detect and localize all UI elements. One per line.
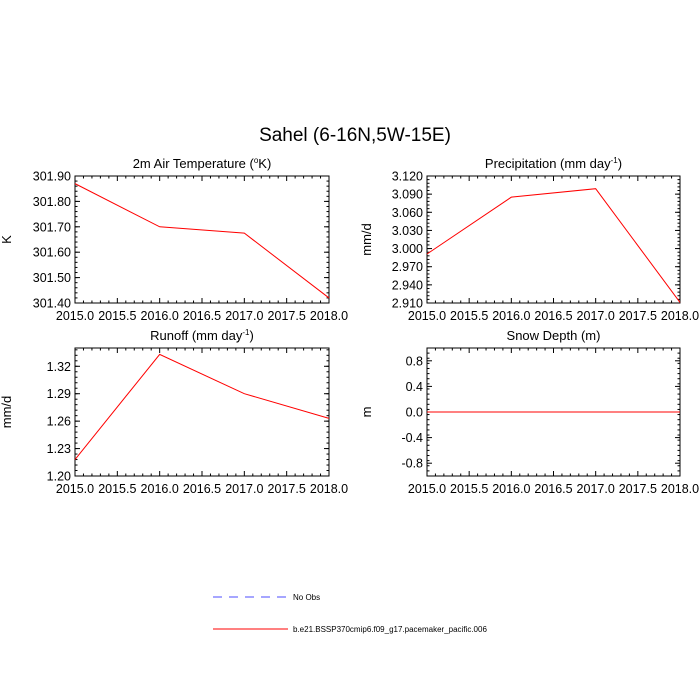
y-tick-label: 301.50 [33, 271, 71, 285]
panel-1: 2015.0 2015.5 2016.0 2016.5 2017.0 2017.5 2018… [0, 156, 348, 323]
x-tick-label: 2016.0 [141, 309, 179, 323]
y-tick-label: 301.60 [33, 246, 71, 260]
y-tick-label: 301.80 [33, 195, 71, 209]
x-tick-label: 2016.0 [492, 309, 530, 323]
panel-title: Precipitation (mm day-1) [485, 156, 622, 171]
y-tick-label: 301.90 [33, 170, 71, 184]
x-tick-label: 2017.5 [268, 309, 306, 323]
y-axis-label: mm/d [359, 223, 374, 256]
y-tick-label: 0.0 [406, 406, 423, 420]
x-tick-label: 2016.5 [183, 309, 221, 323]
plot-frame [426, 175, 681, 304]
panel-title: 2m Air Temperature (oK) [133, 156, 272, 171]
x-tick-label: 2016.5 [534, 482, 572, 496]
y-tick-label: 2.910 [392, 297, 423, 311]
y-tick-label: 1.26 [47, 415, 71, 429]
y-tick-label: 1.32 [47, 360, 71, 374]
x-tick-label: 2015.0 [408, 309, 446, 323]
legend-model-label: b.e21.BSSP370cmip6.f09_g17.pacemaker_pac… [293, 625, 487, 634]
x-tick-label: 2016.0 [141, 482, 179, 496]
panel-2: 2015.0 2015.5 2016.0 2016.5 2017.0 2017.5 2018… [359, 156, 699, 323]
x-tick-label: 2017.5 [268, 482, 306, 496]
x-tick-label: 2018.0 [310, 482, 348, 496]
panel-4: 2015.0 2015.5 2016.0 2016.5 2017.0 2017.5 2018… [359, 328, 699, 496]
x-tick-label: 2018.0 [661, 309, 699, 323]
x-tick-label: 2015.5 [98, 309, 136, 323]
panels: 2015.0 2015.5 2016.0 2016.5 2017.0 2017.5 2018… [0, 156, 699, 496]
y-tick-label: -0.8 [401, 457, 423, 471]
x-tick-label: 2016.0 [492, 482, 530, 496]
y-tick-label: 0.8 [406, 354, 423, 368]
figure-title: Sahel (6-16N,5W-15E) [259, 125, 451, 146]
x-tick-label: 2016.5 [183, 482, 221, 496]
legend-obs-label: No Obs [293, 593, 320, 602]
y-tick-label: 1.20 [47, 470, 71, 484]
y-tick-label: 3.000 [392, 242, 423, 256]
x-tick-label: 2015.0 [56, 309, 94, 323]
panel-title: Snow Depth (m) [507, 328, 601, 343]
y-tick-label: 2.970 [392, 260, 423, 274]
x-tick-label: 2017.0 [577, 309, 615, 323]
y-tick-label: 3.120 [392, 170, 423, 184]
series-line [426, 188, 681, 303]
x-tick-label: 2017.0 [225, 309, 263, 323]
series-line [74, 353, 330, 460]
y-tick-label: 301.40 [33, 297, 71, 311]
y-tick-label: -0.4 [401, 431, 423, 445]
x-tick-label: 2017.0 [577, 482, 615, 496]
y-tick-label: 0.4 [406, 380, 423, 394]
x-tick-label: 2015.5 [98, 482, 136, 496]
series-line [74, 183, 330, 299]
y-tick-label: 1.29 [47, 387, 71, 401]
x-tick-label: 2015.0 [56, 482, 94, 496]
x-tick-label: 2017.0 [225, 482, 263, 496]
panel-title: Runoff (mm day-1) [150, 328, 254, 343]
y-tick-label: 3.060 [392, 206, 423, 220]
y-tick-label: 1.23 [47, 442, 71, 456]
y-tick-label: 3.090 [392, 188, 423, 202]
legend: No Obs b.e21.BSSP370cmip6.f09_g17.pacema… [213, 593, 487, 634]
y-axis-label: mm/d [0, 396, 14, 429]
x-tick-label: 2015.0 [408, 482, 446, 496]
panel-3: 2015.0 2015.5 2016.0 2016.5 2017.0 2017.5 2018… [0, 328, 348, 496]
y-tick-label: 301.70 [33, 220, 71, 234]
y-tick-label: 2.940 [392, 278, 423, 292]
x-tick-label: 2017.5 [619, 482, 657, 496]
x-tick-label: 2015.5 [450, 482, 488, 496]
x-tick-label: 2017.5 [619, 309, 657, 323]
x-tick-label: 2016.5 [534, 309, 572, 323]
y-axis-label: m [359, 407, 374, 418]
x-tick-label: 2018.0 [661, 482, 699, 496]
y-tick-label: 3.030 [392, 224, 423, 238]
y-axis-label: K [0, 235, 14, 244]
x-tick-label: 2015.5 [450, 309, 488, 323]
plot-frame [74, 175, 330, 304]
x-tick-label: 2018.0 [310, 309, 348, 323]
